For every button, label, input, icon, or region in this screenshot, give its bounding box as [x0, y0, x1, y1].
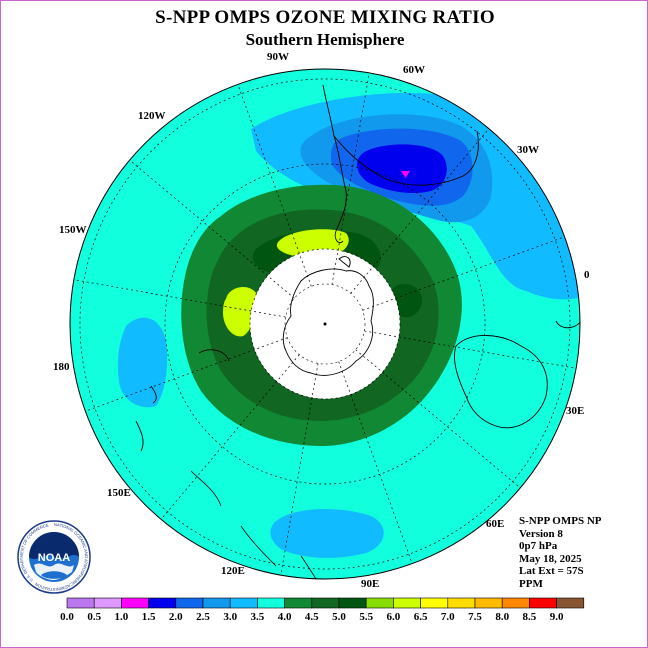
africa-coastline: [555, 320, 580, 329]
lon-label-150e: 150E: [107, 487, 131, 499]
legend-swatch: [420, 597, 449, 609]
contour-1.5: [357, 144, 447, 194]
lon-label-0: 0: [584, 269, 590, 281]
latitude-circle-pole: [284, 283, 366, 365]
legend-swatch: [229, 597, 258, 609]
legend-tick-label: 6.5: [414, 611, 428, 623]
legend-tick-label: 1.0: [115, 611, 129, 623]
info-date: May 18, 2025: [519, 552, 582, 565]
info-instrument: S-NPP OMPS NP: [519, 515, 602, 527]
legend-swatch: [284, 597, 313, 609]
lon-label-60w: 60W: [403, 64, 425, 76]
meridian-line: [85, 337, 288, 412]
chart-subtitle: Southern Hemisphere: [245, 30, 405, 49]
latitude-circle-mid: [164, 163, 486, 485]
australia-coastline: [454, 335, 548, 429]
meridian-line: [237, 84, 312, 287]
legend-swatch: [66, 597, 95, 609]
legend-swatch: [501, 597, 530, 609]
meridian-line: [160, 354, 300, 520]
lon-label-90e: 90E: [361, 578, 380, 590]
meridian-line: [331, 72, 370, 285]
south-america-coastline: [322, 84, 479, 244]
legend-tick-label: 4.5: [305, 611, 319, 623]
legend-swatch: [365, 597, 394, 609]
info-version: Version 8: [519, 527, 563, 540]
contour-3.0-west: [117, 317, 168, 408]
legend-tick-label: 9.0: [550, 611, 564, 623]
legend-tick-label: 3.0: [223, 611, 237, 623]
legend-tick-label: 1.5: [142, 611, 156, 623]
lon-label-60e: 60E: [486, 518, 505, 530]
legend-tick-label: 8.0: [495, 611, 509, 623]
meridian-line: [350, 128, 490, 294]
antarctica-coastline: [282, 256, 374, 376]
lon-label-150w: 150W: [59, 224, 87, 236]
info-lat-extent: Lat Ext = 57S: [519, 565, 584, 577]
meridian-lines: [73, 72, 577, 576]
latitude-circle-inner: [249, 248, 401, 400]
new-zealand-coastline: [135, 349, 230, 452]
meridian-line: [364, 330, 577, 369]
lon-label-90w: 90W: [267, 51, 289, 63]
contour-3.0-south: [270, 509, 384, 558]
legend-tick-label: 5.0: [332, 611, 346, 623]
legend-tick-label: 6.0: [387, 611, 401, 623]
legend-tick-label: 5.5: [359, 611, 373, 623]
meridian-line: [362, 236, 565, 311]
pole-marker: [323, 322, 327, 326]
legend-tick-label: 4.0: [278, 611, 292, 623]
lon-label-120e: 120E: [221, 565, 245, 577]
legend-swatch: [121, 597, 149, 609]
legend-swatch: [338, 597, 367, 609]
legend-tick-label: 7.5: [468, 611, 482, 623]
contour-fills: [73, 72, 580, 579]
lon-label-30e: 30E: [566, 405, 585, 417]
meridian-line: [280, 363, 319, 576]
lon-label-180: 180: [53, 361, 70, 373]
legend-swatch: [529, 597, 557, 609]
contour-5.5-west: [223, 287, 257, 337]
legend-swatch: [447, 597, 476, 609]
legend-tick-label: 3.5: [251, 611, 265, 623]
legend-tick-label: 2.0: [169, 611, 183, 623]
meridian-line: [355, 349, 521, 489]
legend-swatch: [202, 597, 231, 609]
lon-label-120w: 120W: [138, 110, 166, 122]
legend-tick-label: 7.0: [441, 611, 455, 623]
legend-tick-label: 0.0: [60, 611, 74, 623]
info-pressure-level: 0p7 hPa: [519, 540, 558, 552]
legend-tick-label: 2.5: [196, 611, 210, 623]
meridian-line: [338, 361, 413, 564]
legend-swatch: [257, 597, 285, 609]
legend-swatch: [148, 597, 177, 609]
legend-swatch: [175, 597, 204, 609]
lon-label-30w: 30W: [517, 144, 539, 156]
legend-swatch: [93, 597, 122, 609]
latitude-circle-outer: [79, 78, 571, 570]
meridian-line: [129, 159, 295, 299]
map-disc-border: [69, 68, 581, 580]
legend-tick-label: 8.5: [523, 611, 537, 623]
legend-tick-label: 0.5: [87, 611, 101, 623]
legend-swatch: [556, 597, 585, 609]
info-units: PPM: [519, 577, 543, 590]
legend-swatch: [393, 597, 421, 609]
legend-swatch: [474, 597, 503, 609]
product-info: S-NPP OMPS NP Version 8 0p7 hPa May 18, …: [519, 515, 602, 590]
legend-swatch: [311, 597, 340, 609]
logo-text: NOAA: [38, 552, 70, 564]
min-marker: [401, 171, 410, 178]
noaa-logo: NOAA NATIONAL OCEANIC AND ATMOSPHERIC AD…: [17, 520, 91, 594]
chart-title: S-NPP OMPS OZONE MIXING RATIO: [155, 7, 495, 28]
meridian-line: [73, 279, 286, 318]
